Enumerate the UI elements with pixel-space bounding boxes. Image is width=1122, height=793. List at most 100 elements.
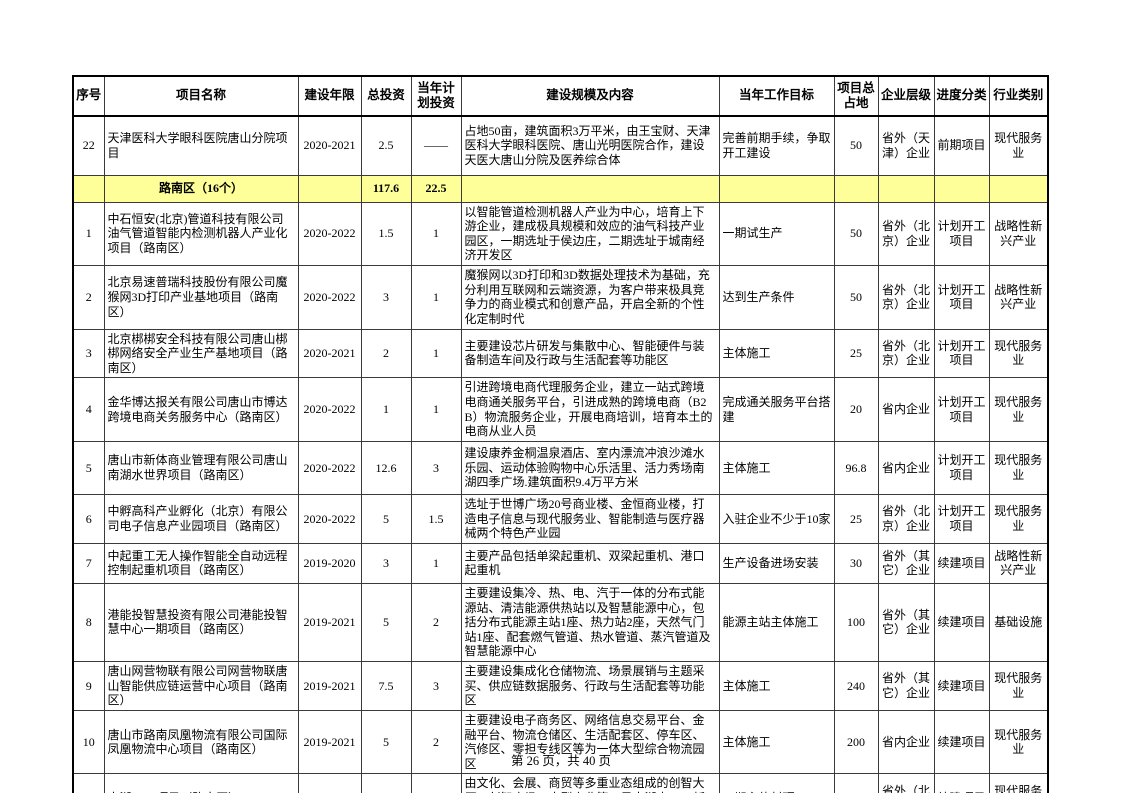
- cell-enterprise-level: 省外（其它）企业: [877, 661, 935, 711]
- cell-total-area: 240: [833, 661, 879, 711]
- cell-project-name: 唐山市新体商业管理有限公司唐山南湖水世界项目（路南区）: [103, 440, 299, 495]
- cell-serial: 1: [72, 201, 105, 266]
- cell-total-area: 20: [833, 377, 879, 442]
- cell-year-goal: [718, 174, 835, 203]
- cell-year-goal: 生产设备进场安装: [718, 542, 835, 584]
- cell-year-plan-investment: 1: [410, 328, 462, 379]
- cell-build-years: [297, 174, 362, 203]
- cell-year-plan-investment: ——: [410, 115, 462, 176]
- cell-total-area: 50: [833, 265, 879, 330]
- cell-build-years: 2020-2022: [297, 377, 362, 442]
- section-summary-row: 路南区（16个） 117.6 22.5: [72, 174, 1049, 203]
- cell-total-investment: 2.5: [360, 115, 412, 176]
- column-header-progress-class: 进度分类: [933, 75, 990, 117]
- cell-year-plan-investment: 1: [410, 542, 462, 584]
- cell-serial: 22: [72, 115, 105, 176]
- cell-project-name: 中起重工无人操作智能全自动远程控制起重机项目（路南区）: [103, 542, 299, 584]
- table-row: 7 中起重工无人操作智能全自动远程控制起重机项目（路南区） 2019-2020 3 1 主…: [72, 542, 1049, 584]
- cell-industry-class: 现代服务业: [988, 493, 1049, 544]
- table-body: 22 天津医科大学眼科医院唐山分院项目 2020-2021 2.5 —— 占地50亩，建筑…: [72, 115, 1049, 793]
- cell-total-investment: 12.6: [360, 440, 412, 495]
- column-header-enterprise-level: 企业层级: [877, 75, 935, 117]
- cell-year-plan-investment: 1: [410, 377, 462, 442]
- cell-year-goal: 完善前期手续，争取开工建设: [718, 115, 835, 176]
- cell-build-years: 2020-2022: [297, 201, 362, 266]
- cell-serial: 7: [72, 542, 105, 584]
- cell-total-area: [833, 174, 879, 203]
- cell-industry-class: [988, 174, 1049, 203]
- cell-build-years: 2020-2022: [297, 265, 362, 330]
- column-header-total-area: 项目总占地: [833, 75, 879, 117]
- page-number-label: 第 26 页，共 40 页: [510, 754, 611, 768]
- cell-build-years: 2019-2021: [297, 661, 362, 711]
- column-header-year-goal: 当年工作目标: [718, 75, 835, 117]
- cell-serial: 2: [72, 265, 105, 330]
- cell-scale-content: 魔猴网以3D打印和3D数据处理技术为基础，充分利用互联网和云端资源，为客户带来极…: [460, 265, 720, 330]
- table-row: 10 唐山市路南凤凰物流有限公司国际凤凰物流中心项目（路南区） 2019-2021 5…: [72, 709, 1049, 775]
- column-header-build-years: 建设年限: [297, 75, 362, 117]
- table-row: 6 中孵高科产业孵化（北京）有限公司电子信息产业园项目（路南区） 2020-2022…: [72, 493, 1049, 544]
- cell-build-years: 2020-2022: [297, 493, 362, 544]
- cell-year-plan-investment: 1: [410, 265, 462, 330]
- cell-enterprise-level: 省内企业: [877, 440, 935, 495]
- cell-serial: 9: [72, 661, 105, 711]
- cell-project-name: 中孵高科产业孵化（北京）有限公司电子信息产业园项目（路南区）: [103, 493, 299, 544]
- table-row: 2 北京易速普瑞科技股份有限公司魔猴网3D打印产业基地项目（路南区） 2020-20…: [72, 265, 1049, 330]
- cell-serial: 10: [72, 709, 105, 775]
- cell-total-investment: 117.6: [360, 174, 412, 203]
- cell-industry-class: 现代服务业: [988, 440, 1049, 495]
- cell-progress-class: 前期项目: [933, 115, 990, 176]
- cell-total-area: 50: [833, 115, 879, 176]
- cell-total-area: 30: [833, 542, 879, 584]
- cell-scale-content: 主要产品包括单梁起重机、双梁起重机、港口起重机: [460, 542, 720, 584]
- cell-year-plan-investment: 22.5: [410, 174, 462, 203]
- cell-progress-class: 计划开工项目: [933, 377, 990, 442]
- column-header-industry-class: 行业类别: [988, 75, 1049, 117]
- cell-build-years: 2020-2022: [297, 440, 362, 495]
- cell-scale-content: 主要建设集冷、热、电、汽于一体的分布式能源站、清洁能源供热站以及智慧能源中心，包…: [460, 582, 720, 663]
- cell-progress-class: 计划开工项目: [933, 265, 990, 330]
- cell-year-plan-investment: 2: [410, 709, 462, 775]
- cell-project-name: 中石恒安(北京)管道科技有限公司油气管道智能内检测机器人产业化项目（路南区）: [103, 201, 299, 266]
- cell-total-investment: 5: [360, 582, 412, 663]
- cell-enterprise-level: 省外（北京）企业: [877, 265, 935, 330]
- cell-project-name: 唐山市路南凤凰物流有限公司国际凤凰物流中心项目（路南区）: [103, 709, 299, 775]
- cell-build-years: 2019-2021: [297, 582, 362, 663]
- cell-industry-class: 战略性新兴产业: [988, 265, 1049, 330]
- cell-total-area: 25: [833, 328, 879, 379]
- cell-enterprise-level: 省内企业: [877, 709, 935, 775]
- cell-total-area: 100: [833, 582, 879, 663]
- cell-progress-class: 计划开工项目: [933, 328, 990, 379]
- cell-serial: 11: [72, 773, 105, 793]
- cell-year-goal: 主体施工: [718, 661, 835, 711]
- cell-total-area: 25: [833, 493, 879, 544]
- cell-industry-class: 基础设施: [988, 582, 1049, 663]
- cell-project-name: 金华博达报关有限公司唐山市博达跨境电商关务服务中心（路南区）: [103, 377, 299, 442]
- cell-year-goal: 一期试生产: [718, 201, 835, 266]
- cell-year-goal: 入驻企业不少于10家: [718, 493, 835, 544]
- cell-scale-content: 由文化、会展、商贸等多重业态组成的创智大厦、创智广场、大型商业等，是南湖大CBD…: [460, 773, 720, 793]
- cell-year-plan-investment: 3: [410, 773, 462, 793]
- cell-scale-content: 选址于世博广场20号商业楼、金恒商业楼，打造电子信息与现代服务业、智能制造与医疗…: [460, 493, 720, 544]
- cell-progress-class: 计划开工项目: [933, 201, 990, 266]
- cell-total-investment: 5: [360, 493, 412, 544]
- cell-enterprise-level: 省外（天津）企业: [877, 115, 935, 176]
- cell-enterprise-level: 省外（北京）企业: [877, 493, 935, 544]
- cell-progress-class: 续建项目: [933, 773, 990, 793]
- cell-year-goal: 主体施工: [718, 328, 835, 379]
- cell-progress-class: [933, 174, 990, 203]
- cell-industry-class: 现代服务业: [988, 115, 1049, 176]
- cell-industry-class: 现代服务业: [988, 773, 1049, 793]
- cell-enterprise-level: 省外（北京）企业: [877, 773, 935, 793]
- cell-industry-class: 现代服务业: [988, 661, 1049, 711]
- cell-project-name: 唐山网营物联有限公司网营物联唐山智能供应链运营中心项目（路南区）: [103, 661, 299, 711]
- table-row: 8 港能投智慧投资有限公司港能投智慧中心一期项目（路南区） 2019-2021 5 2 主…: [72, 582, 1049, 663]
- cell-scale-content: [460, 174, 720, 203]
- column-header-serial: 序号: [72, 75, 105, 117]
- page-footer: 第 26 页，共 40 页: [0, 750, 1122, 769]
- cell-industry-class: 战略性新兴产业: [988, 201, 1049, 266]
- cell-build-years: 2020-2021: [297, 328, 362, 379]
- cell-progress-class: 计划开工项目: [933, 440, 990, 495]
- cell-enterprise-level: 省外（北京）企业: [877, 328, 935, 379]
- cell-project-name: 路南区（16个）: [103, 174, 299, 203]
